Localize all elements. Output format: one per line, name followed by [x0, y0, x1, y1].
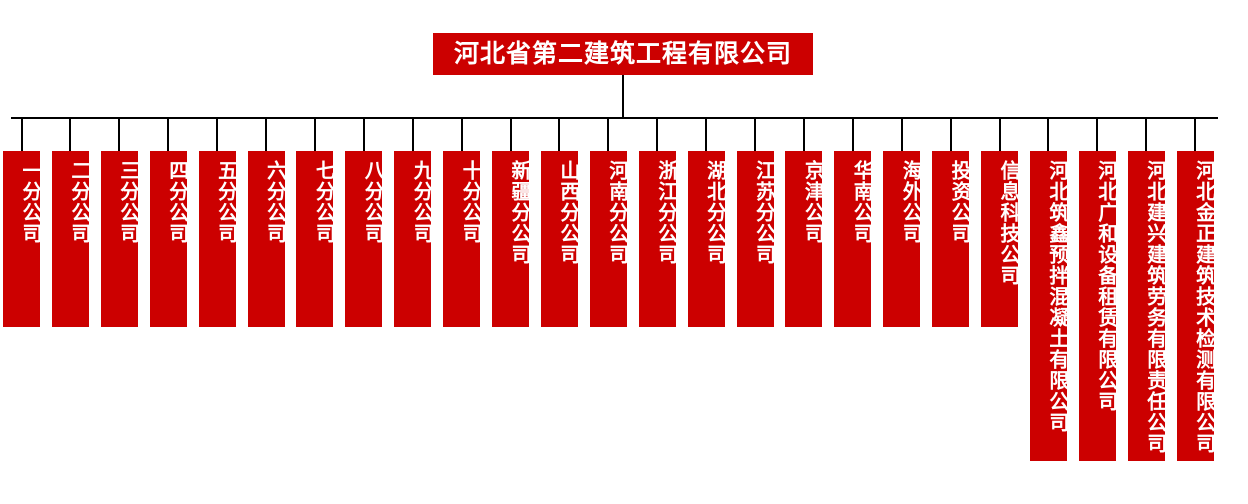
child-node-label: 河南分公司	[605, 160, 627, 265]
child-node[interactable]: 十分公司	[443, 151, 481, 327]
child-node-label: 六分公司	[263, 160, 285, 244]
child-node-label: 八分公司	[361, 160, 383, 244]
child-drop-connector	[998, 119, 1001, 151]
root-node[interactable]: 河北省第二建筑工程有限公司	[433, 33, 813, 75]
child-node[interactable]: 四分公司	[149, 151, 187, 327]
child-node-label: 三分公司	[116, 160, 138, 244]
child-node-label: 河北金正建筑技术检测有限公司	[1192, 160, 1214, 454]
child-node[interactable]: 二分公司	[51, 151, 89, 327]
child-drop-connector	[802, 119, 805, 151]
child-node[interactable]: 江苏分公司	[736, 151, 774, 327]
child-drop-connector	[851, 119, 854, 151]
child-node[interactable]: 山西分公司	[540, 151, 578, 327]
child-node[interactable]: 新疆分公司	[492, 151, 529, 327]
child-drop-connector	[509, 119, 512, 151]
child-node-label: 九分公司	[410, 160, 432, 244]
child-node-label: 江苏分公司	[752, 160, 774, 265]
root-stem-connector	[622, 75, 624, 118]
child-node-label: 信息科技公司	[997, 160, 1018, 286]
child-node[interactable]: 河南分公司	[589, 151, 627, 327]
child-node[interactable]: 九分公司	[394, 151, 432, 327]
child-node[interactable]: 五分公司	[198, 151, 236, 327]
child-node[interactable]: 一分公司	[3, 151, 40, 327]
child-node[interactable]: 华南公司	[834, 151, 872, 327]
child-node-label: 七分公司	[312, 160, 334, 244]
child-node-label: 五分公司	[214, 160, 236, 244]
child-node-label: 河北广和设备租赁有限公司	[1094, 160, 1116, 412]
child-node[interactable]: 七分公司	[296, 151, 334, 327]
child-drop-connector	[1096, 119, 1099, 151]
child-drop-connector	[949, 119, 952, 151]
child-drop-connector	[265, 119, 267, 151]
child-drop-connector	[1047, 119, 1050, 151]
child-drop-connector	[411, 119, 414, 151]
child-node[interactable]: 京津公司	[785, 151, 823, 327]
child-node-label: 浙江分公司	[654, 160, 676, 265]
child-node-label: 河北建兴建筑劳务有限责任公司	[1143, 160, 1165, 454]
child-node[interactable]: 海外公司	[883, 151, 921, 327]
child-drop-connector	[167, 119, 170, 151]
child-drop-connector	[1194, 119, 1197, 151]
child-node-label: 山西分公司	[556, 160, 578, 265]
child-drop-connector	[69, 119, 72, 151]
child-node[interactable]: 八分公司	[345, 151, 383, 327]
child-node[interactable]: 投资公司	[932, 151, 970, 327]
child-node[interactable]: 浙江分公司	[638, 151, 676, 327]
child-node-label: 河北筑鑫预拌混凝土有限公司	[1045, 160, 1067, 433]
child-drop-connector	[460, 119, 463, 151]
child-node[interactable]: 河北筑鑫预拌混凝土有限公司	[1029, 151, 1067, 461]
child-node[interactable]: 河北金正建筑技术检测有限公司	[1176, 151, 1214, 461]
child-drop-connector	[705, 119, 708, 151]
child-drop-connector	[656, 119, 659, 151]
child-node-label: 一分公司	[19, 160, 40, 244]
child-node[interactable]: 六分公司	[247, 151, 285, 327]
child-node-label: 京津公司	[801, 160, 823, 244]
child-node-label: 四分公司	[165, 160, 187, 244]
child-node[interactable]: 三分公司	[100, 151, 138, 327]
child-node[interactable]: 河北广和设备租赁有限公司	[1078, 151, 1116, 461]
child-node-label: 新疆分公司	[508, 160, 529, 265]
child-drop-connector	[313, 119, 316, 151]
child-drop-connector	[362, 119, 365, 151]
child-node-label: 投资公司	[948, 160, 970, 244]
child-drop-connector	[607, 119, 610, 151]
root-node-label: 河北省第二建筑工程有限公司	[453, 39, 792, 68]
child-node-label: 华南公司	[850, 160, 872, 244]
child-drop-connector	[900, 119, 903, 151]
child-drop-connector	[216, 119, 219, 151]
child-node-label: 十分公司	[459, 160, 481, 244]
child-drop-connector	[754, 119, 756, 151]
child-drop-connector	[558, 119, 561, 151]
child-node-label: 二分公司	[67, 160, 89, 244]
horizontal-bus-connector	[11, 117, 1218, 119]
child-node-label: 湖北分公司	[703, 160, 725, 265]
child-drop-connector	[20, 119, 23, 151]
child-drop-connector	[118, 119, 121, 151]
child-node-label: 海外公司	[899, 160, 921, 244]
child-node[interactable]: 湖北分公司	[687, 151, 725, 327]
child-node[interactable]: 信息科技公司	[981, 151, 1018, 327]
child-drop-connector	[1145, 119, 1148, 151]
child-node[interactable]: 河北建兴建筑劳务有限责任公司	[1127, 151, 1165, 461]
